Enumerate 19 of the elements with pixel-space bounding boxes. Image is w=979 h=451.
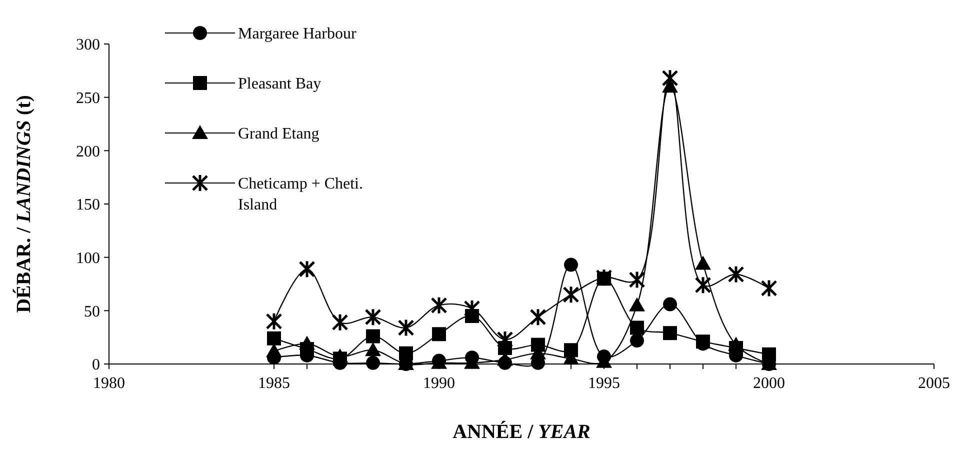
legend-label: Margaree Harbour — [238, 26, 357, 43]
x-tick-label: 1995 — [588, 375, 620, 392]
legend-label: Pleasant Bay — [238, 76, 322, 93]
x-tick-label: 2000 — [753, 375, 785, 392]
legend-label: Grand Etang — [238, 126, 320, 143]
y-axis-title: DÉBAR. / LANDINGS (t) — [12, 95, 35, 313]
legend-label: Cheticamp + Cheti. Island — [238, 176, 363, 214]
y-tick-label: 0 — [92, 356, 100, 374]
x-axis-title: ANNÉE / YEAR — [452, 420, 590, 443]
y-tick-label: 250 — [76, 90, 100, 107]
y-tick-label: 100 — [76, 250, 100, 267]
y-tick-label: 200 — [76, 143, 100, 160]
x-tick-label: 1980 — [93, 375, 125, 392]
x-tick-label: 1990 — [423, 375, 455, 392]
x-tick-label: 2005 — [918, 375, 950, 392]
x-tick-label: 1985 — [258, 375, 290, 392]
y-tick-label: 50 — [84, 303, 100, 320]
y-tick-label: 150 — [76, 196, 100, 214]
y-tick-label: 300 — [76, 36, 100, 54]
